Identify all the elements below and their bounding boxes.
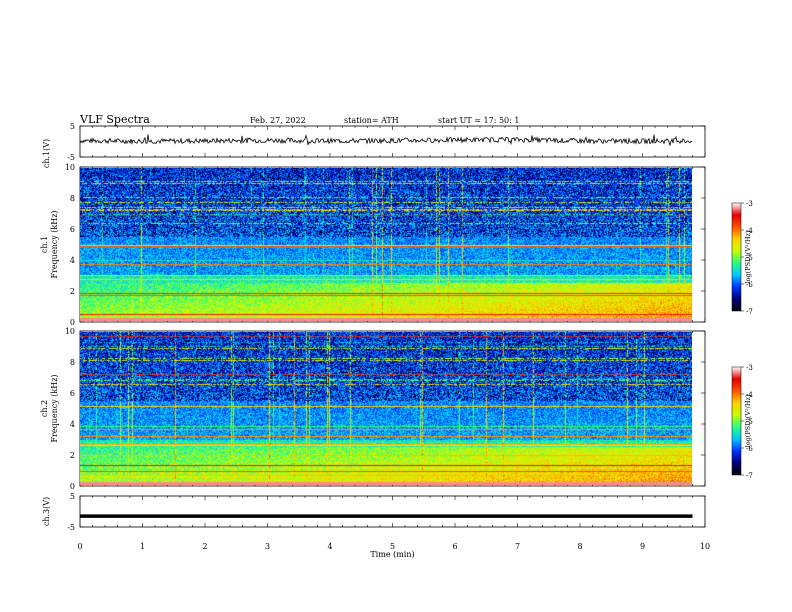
x-tick-label: 6 (452, 542, 457, 551)
x-tick-label: 1 (140, 542, 145, 551)
colorbar-tick-label: -5 (746, 254, 753, 262)
spectrogram-ylabel-channel: ch.2 (40, 400, 49, 417)
y-tick-label: 0 (70, 482, 75, 491)
y-tick-label: 10 (65, 327, 75, 336)
x-tick-label: 2 (202, 542, 207, 551)
y-tick-label: -5 (67, 523, 75, 532)
y-tick-label: -5 (67, 153, 75, 162)
y-tick-label: 5 (70, 492, 75, 501)
spectrogram-ylabel-frequency: Frequency (kHz) (50, 374, 59, 442)
colorbar-label: log(PSD)(V²/Hz) (744, 230, 752, 283)
x-tick-label: 5 (390, 542, 395, 551)
ch2-colorbar: -3 -4 -5 -6 -7 log(PSD)(V²/Hz) (731, 364, 753, 480)
figure-title: VLF Spectra (79, 113, 150, 126)
y-tick-label: 6 (70, 389, 75, 398)
x-tick-label: 8 (577, 542, 582, 551)
y-tick-label: 6 (70, 225, 75, 234)
y-tick-label: 4 (70, 256, 75, 265)
spectrogram-ylabel-frequency: Frequency (kHz) (50, 210, 59, 278)
y-tick-label: 8 (70, 358, 75, 367)
x-tick-label: 10 (700, 542, 710, 551)
colorbar-tick-label: -4 (746, 227, 753, 235)
colorbar-tick-label: -3 (746, 200, 753, 208)
start-time-label: start UT = 17: 50: 1 (438, 116, 519, 125)
date-label: Feb. 27, 2022 (250, 116, 306, 125)
time-axis: 0 1 2 3 4 5 6 7 8 9 10 Time (min) (77, 542, 710, 559)
x-tick-label: 0 (77, 542, 82, 551)
colorbar-rect (731, 366, 742, 476)
colorbar-tick-label: -7 (746, 472, 753, 480)
ch2-spectrogram-image (80, 332, 692, 485)
y-tick-label: 10 (65, 163, 75, 172)
colorbar-tick-label: -6 (746, 445, 753, 453)
ch3-ylabel: ch.3(V) (42, 497, 51, 526)
ch3-waveform-panel: 5 -5 ch.3(V) (42, 492, 706, 532)
y-tick-label: 2 (70, 287, 75, 296)
spectrogram-ylabel-channel: ch.1 (40, 236, 49, 253)
ch1-waveform-panel: 5 -5 ch.1(V) (42, 122, 706, 168)
x-tick-label: 3 (265, 542, 270, 551)
colorbar-tick-label: -7 (746, 308, 753, 316)
x-tick-label: 9 (640, 542, 645, 551)
x-tick-label: 7 (515, 542, 520, 551)
x-tick-label: 4 (327, 542, 332, 551)
ch1-colorbar: -3 -4 -5 -6 -7 log(PSD)(V²/Hz) (731, 200, 753, 316)
colorbar-tick-label: -3 (746, 364, 753, 372)
station-label: station= ATH (344, 116, 399, 125)
colorbar-tick-label: -4 (746, 391, 753, 399)
x-axis-label: Time (min) (370, 550, 414, 559)
ch1-ylabel: ch.1(V) (42, 139, 51, 168)
y-tick-label: 2 (70, 451, 75, 460)
header: VLF Spectra Feb. 27, 2022 station= ATH s… (79, 113, 519, 126)
ch1-spectrogram-image (80, 168, 692, 321)
ch1-waveform-line (79, 134, 693, 146)
colorbar-tick-label: -6 (746, 281, 753, 289)
y-tick-label: 8 (70, 194, 75, 203)
y-tick-label: 0 (70, 318, 75, 327)
y-tick-label: 5 (70, 122, 75, 131)
colorbar-rect (731, 202, 742, 312)
colorbar-label: log(PSD)(V²/Hz) (744, 394, 752, 447)
panel-frame (79, 495, 706, 528)
y-tick-label: 4 (70, 420, 75, 429)
colorbar-tick-label: -5 (746, 418, 753, 426)
panel-frame (79, 125, 706, 158)
